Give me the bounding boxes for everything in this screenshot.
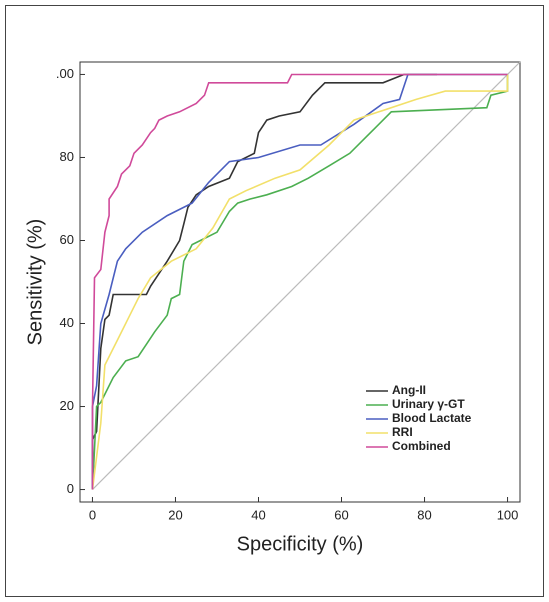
legend-label: Ang-II (392, 383, 426, 397)
y-tick-label: 20 (60, 398, 74, 413)
roc-line (91, 74, 509, 490)
plot-area (79, 61, 521, 503)
roc-line (91, 73, 508, 490)
x-axis-label: Specificity (%) (237, 533, 364, 555)
x-tick-label: 80 (417, 507, 431, 522)
legend-label: RRI (392, 425, 413, 439)
x-tick-label: 100 (497, 507, 519, 522)
y-tick-label: 40 (60, 315, 74, 330)
y-tick-label: .00 (56, 66, 74, 81)
legend-label: Urinary γ-GT (392, 397, 465, 411)
y-tick-label: 80 (60, 149, 74, 164)
y-tick-label: 60 (60, 232, 74, 247)
x-tick-label: 20 (168, 507, 182, 522)
x-tick-label: 40 (251, 507, 265, 522)
y-tick-label: 0 (67, 481, 74, 496)
roc-line (91, 73, 508, 490)
legend-label: Blood Lactate (392, 411, 472, 425)
roc-line (91, 74, 509, 490)
y-axis-label: Sensitivity (%) (24, 219, 46, 346)
x-tick-label: 60 (334, 507, 348, 522)
x-tick-label: 0 (89, 507, 96, 522)
roc-line (91, 73, 437, 490)
reference-line (92, 61, 521, 490)
legend-label: Combined (392, 439, 451, 453)
frame (5, 5, 544, 597)
